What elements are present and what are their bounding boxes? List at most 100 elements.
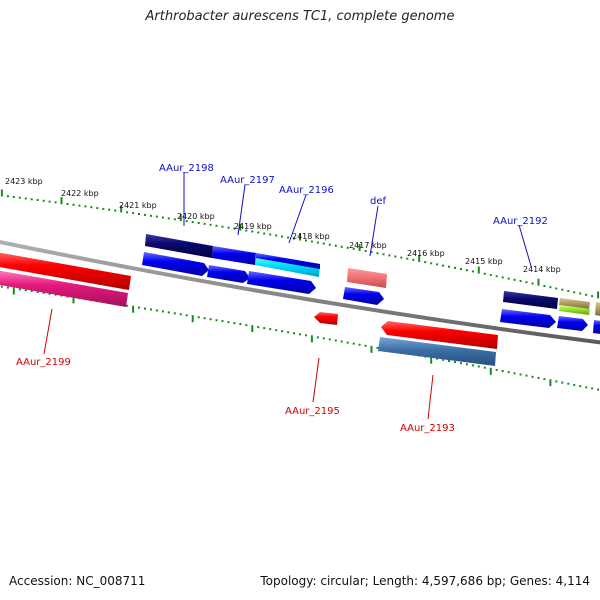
outer-ring-minor-tick [316, 241, 319, 244]
gene-feature-def[interactable] [343, 287, 384, 305]
genome-summary-text: Topology: circular; Length: 4,597,686 bp… [260, 574, 590, 588]
scale-label-2414: 2414 kbp [523, 265, 561, 274]
gene-feature-aaur-2196[interactable] [247, 271, 316, 294]
outer-ring-minor-tick [585, 293, 588, 296]
inner-ring-minor-tick [519, 373, 522, 376]
inner-ring-minor-tick [293, 332, 295, 335]
outer-ring-minor-tick [269, 233, 272, 236]
gene-feature-aaur-2196-top[interactable] [256, 253, 320, 269]
outer-ring-major-tick [179, 214, 182, 222]
gene-label-aaur-2196[interactable]: AAur_2196 [279, 185, 334, 196]
gene-feature-aaur-2199-pink[interactable] [0, 270, 128, 307]
gene-feature-blue-small[interactable] [557, 316, 588, 331]
scale-label-2419: 2419 kbp [234, 222, 272, 231]
gene-label-def[interactable]: def [370, 196, 387, 207]
outer-ring-minor-tick [424, 261, 427, 264]
gene-label-aaur-2193[interactable]: AAur_2193 [400, 423, 455, 434]
scale-label-2422: 2422 kbp [61, 189, 99, 198]
gene-feature-aaur-2192[interactable] [500, 309, 556, 328]
inner-ring-minor-tick [555, 380, 558, 383]
outer-ring-minor-tick [573, 291, 576, 294]
gene-feature-aaur-2197-a[interactable] [212, 246, 256, 265]
inner-ring-minor-tick [30, 290, 33, 293]
inner-ring-major-tick [251, 325, 254, 333]
inner-ring-minor-tick [567, 382, 570, 385]
gene-feature-aaur-2198[interactable] [142, 252, 209, 276]
inner-ring-minor-tick [48, 292, 51, 295]
gene-feature-aaur-2197[interactable] [207, 265, 250, 283]
outer-ring-minor-tick [155, 215, 158, 218]
gene-feature-lime[interactable] [559, 305, 590, 315]
scale-label-2418: 2418 kbp [292, 232, 330, 241]
scale-label-2416: 2416 kbp [407, 249, 445, 258]
gene-feature-aaur-2193-steel[interactable] [378, 337, 496, 366]
outer-ring-minor-tick [465, 269, 468, 272]
inner-ring-minor-tick [233, 322, 236, 325]
inner-ring-minor-tick [376, 346, 379, 349]
inner-ring-minor-tick [179, 313, 182, 316]
outer-ring-minor-tick [448, 265, 450, 268]
outer-ring-minor-tick [489, 274, 492, 276]
outer-ring-major-tick [477, 266, 480, 274]
outer-ring-minor-tick [233, 227, 236, 230]
outer-ring-minor-tick [126, 211, 129, 214]
inner-ring-minor-tick [352, 342, 355, 345]
outer-ring-minor-tick [543, 285, 546, 287]
leader-line-aaur-2197 [237, 184, 246, 236]
outer-ring-minor-tick [257, 231, 260, 234]
outer-ring-minor-tick [412, 258, 415, 261]
outer-ring-minor-tick [287, 236, 290, 239]
outer-ring-minor-tick [483, 272, 486, 275]
scale-label-2423: 2423 kbp [5, 177, 43, 186]
inner-ring-minor-tick [42, 291, 45, 294]
inner-ring-minor-tick [340, 340, 343, 343]
inner-ring-minor-tick [543, 378, 546, 381]
inner-ring-minor-tick [513, 372, 516, 375]
inner-ring-minor-tick [477, 365, 480, 368]
inner-ring-minor-tick [537, 376, 540, 379]
inner-ring-minor-tick [185, 314, 188, 317]
gene-feature-def-upper[interactable] [347, 268, 387, 288]
gene-label-aaur-2192[interactable]: AAur_2192 [493, 216, 548, 227]
inner-ring-minor-tick [597, 388, 600, 391]
gene-label-aaur-2195[interactable]: AAur_2195 [285, 406, 340, 417]
gene-feature-aaur-2199[interactable] [0, 252, 131, 290]
outer-ring-minor-tick [66, 203, 69, 205]
outer-ring-minor-tick [549, 286, 552, 289]
outer-ring-minor-tick [310, 240, 313, 243]
scale-label-2415: 2415 kbp [465, 257, 503, 266]
gene-label-aaur-2197[interactable]: AAur_2197 [220, 175, 275, 186]
inner-ring-major-tick [310, 335, 313, 343]
gene-feature-aaur-2195[interactable] [314, 312, 338, 325]
outer-ring-minor-tick [12, 196, 15, 198]
gene-feature-khaki-edge[interactable] [595, 302, 600, 316]
outer-ring-minor-tick [191, 221, 194, 224]
gene-feature-aaur-2193[interactable] [381, 321, 498, 349]
outer-ring-minor-tick [388, 254, 391, 257]
outer-ring-minor-tick [501, 276, 504, 279]
outer-ring-minor-tick [102, 207, 105, 210]
outer-ring-minor-tick [48, 200, 51, 203]
inner-ring-minor-tick [501, 370, 504, 372]
inner-ring-minor-tick [346, 341, 349, 344]
outer-ring-minor-tick [567, 290, 570, 292]
outer-ring-minor-tick [96, 207, 99, 210]
outer-ring-major-tick [358, 244, 361, 251]
inner-ring-minor-tick [525, 374, 528, 377]
inner-ring-minor-tick [257, 326, 260, 329]
gene-feature-aaur-2192-upper[interactable] [503, 291, 558, 309]
gene-feature-aaur-2198-a[interactable] [145, 234, 213, 258]
gene-feature-olive[interactable] [559, 298, 590, 309]
outer-ring-minor-tick [406, 257, 409, 260]
scale-label-2420: 2420 kbp [177, 212, 215, 221]
inner-ring-minor-tick [161, 310, 164, 313]
genome-backbone [0, 239, 600, 345]
leader-line-aaur-2193 [427, 374, 434, 420]
gene-feature-blue-edge[interactable] [593, 320, 600, 334]
gene-label-aaur-2198[interactable]: AAur_2198 [159, 163, 214, 174]
inner-ring-minor-tick [287, 331, 290, 334]
gene-label-aaur-2199[interactable]: AAur_2199 [16, 357, 71, 368]
outer-ring-minor-tick [275, 234, 278, 237]
inner-ring-minor-tick [305, 334, 307, 337]
outer-ring-minor-tick [78, 204, 81, 207]
